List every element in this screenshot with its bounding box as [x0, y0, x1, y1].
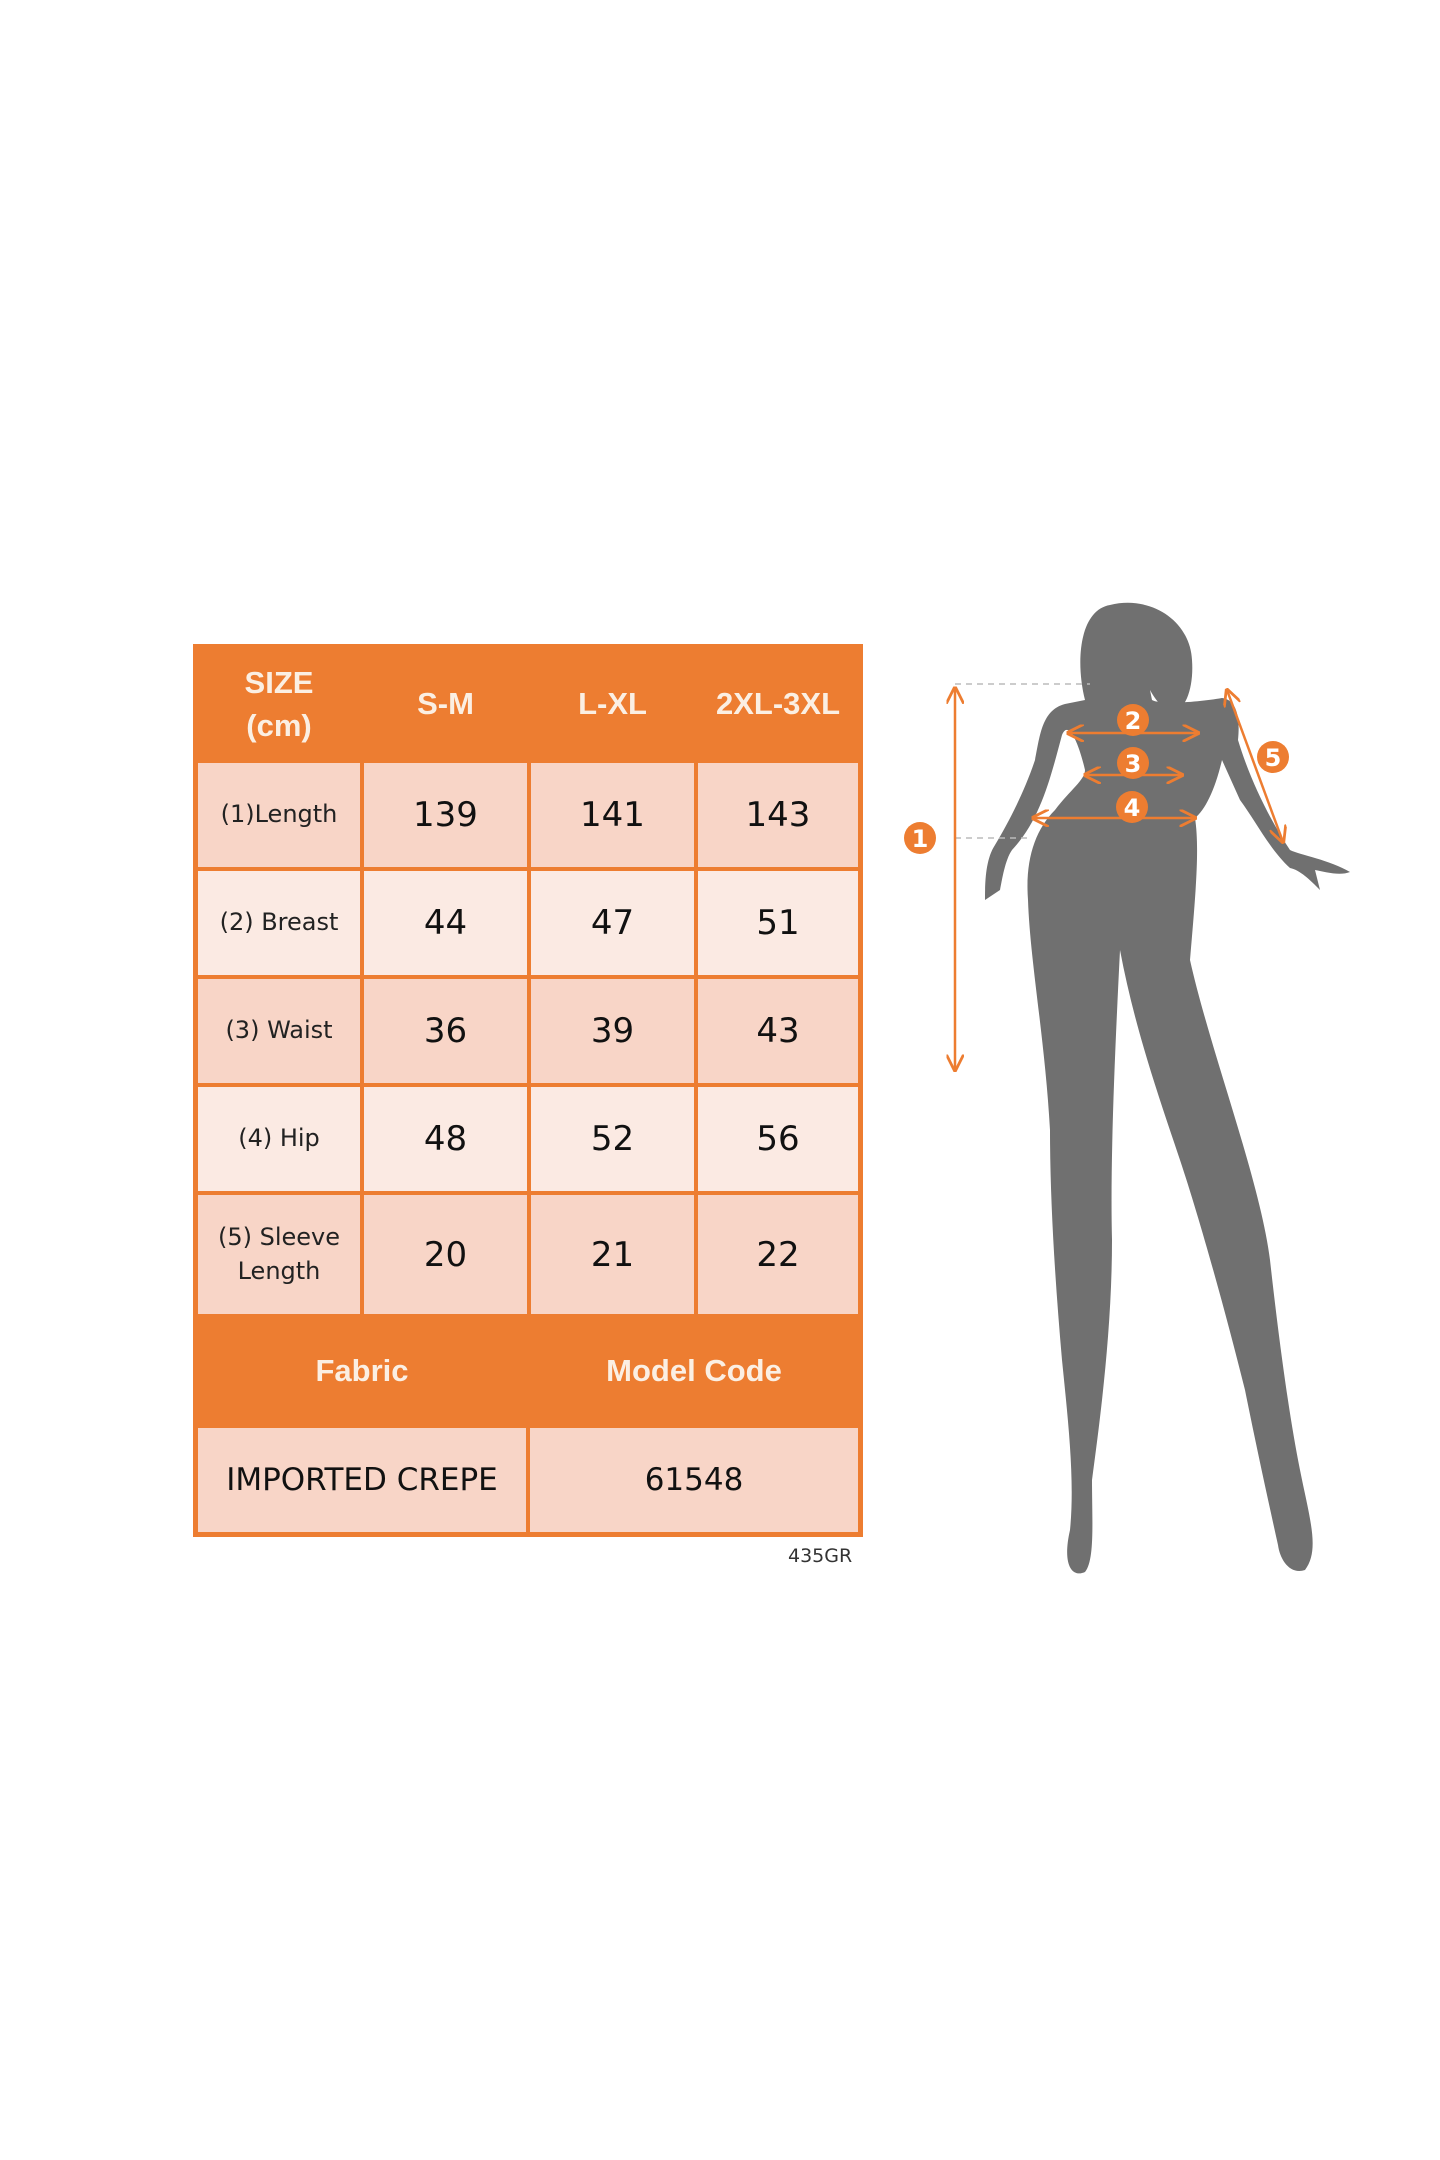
header-size-line1: SIZE	[244, 664, 314, 700]
header-size-line2: (cm)	[246, 708, 312, 743]
header-l-xl: L-XL	[529, 647, 696, 761]
model-code-value: 61548	[528, 1426, 860, 1534]
marker-3: 3	[1117, 747, 1149, 779]
size-chart-table: SIZE (cm) S-M L-XL 2XL-3XL (1)Length 139 …	[193, 644, 863, 1537]
table-row: (3) Waist 36 39 43	[196, 977, 860, 1085]
svg-text:2: 2	[1125, 707, 1142, 735]
fabric-header-row: Fabric Model Code	[196, 1316, 860, 1426]
row-label: (5) Sleeve Length	[196, 1193, 362, 1316]
fabric-row: IMPORTED CREPE 61548	[196, 1426, 860, 1534]
header-size: SIZE (cm)	[196, 647, 362, 761]
marker-4: 4	[1116, 791, 1148, 823]
cell-value: 44	[362, 869, 529, 977]
cell-value: 43	[696, 977, 860, 1085]
cell-value: 39	[529, 977, 696, 1085]
table-row: (2) Breast 44 47 51	[196, 869, 860, 977]
header-s-m: S-M	[362, 647, 529, 761]
cell-value: 52	[529, 1085, 696, 1193]
cell-value: 48	[362, 1085, 529, 1193]
svg-text:3: 3	[1125, 750, 1142, 778]
table-row: (1)Length 139 141 143	[196, 761, 860, 869]
svg-text:1: 1	[912, 825, 929, 853]
cell-value: 20	[362, 1193, 529, 1316]
table-header-row: SIZE (cm) S-M L-XL 2XL-3XL	[196, 647, 860, 761]
row-label: (4) Hip	[196, 1085, 362, 1193]
row-label-line2: Length	[237, 1256, 321, 1285]
marker-5: 5	[1257, 741, 1289, 773]
sleeve-arrow	[1227, 690, 1283, 842]
svg-text:4: 4	[1124, 794, 1141, 822]
footnote-code: 435GR	[788, 1545, 853, 1567]
cell-value: 47	[529, 869, 696, 977]
cell-value: 36	[362, 977, 529, 1085]
row-label: (3) Waist	[196, 977, 362, 1085]
cell-value: 143	[696, 761, 860, 869]
cell-value: 139	[362, 761, 529, 869]
row-label-line1: (5) Sleeve	[217, 1222, 341, 1251]
woman-silhouette	[985, 602, 1350, 1574]
header-2xl-3xl: 2XL-3XL	[696, 647, 860, 761]
row-label: (1)Length	[196, 761, 362, 869]
cell-value: 22	[696, 1193, 860, 1316]
table-row: (5) Sleeve Length 20 21 22	[196, 1193, 860, 1316]
cell-value: 141	[529, 761, 696, 869]
fabric-header: Fabric	[196, 1316, 528, 1426]
model-code-header: Model Code	[528, 1316, 860, 1426]
cell-value: 56	[696, 1085, 860, 1193]
fabric-value: IMPORTED CREPE	[196, 1426, 528, 1534]
row-label: (2) Breast	[196, 869, 362, 977]
cell-value: 51	[696, 869, 860, 977]
svg-text:5: 5	[1265, 744, 1282, 772]
table-row: (4) Hip 48 52 56	[196, 1085, 860, 1193]
cell-value: 21	[529, 1193, 696, 1316]
marker-2: 2	[1117, 704, 1149, 736]
marker-1: 1	[904, 822, 936, 854]
